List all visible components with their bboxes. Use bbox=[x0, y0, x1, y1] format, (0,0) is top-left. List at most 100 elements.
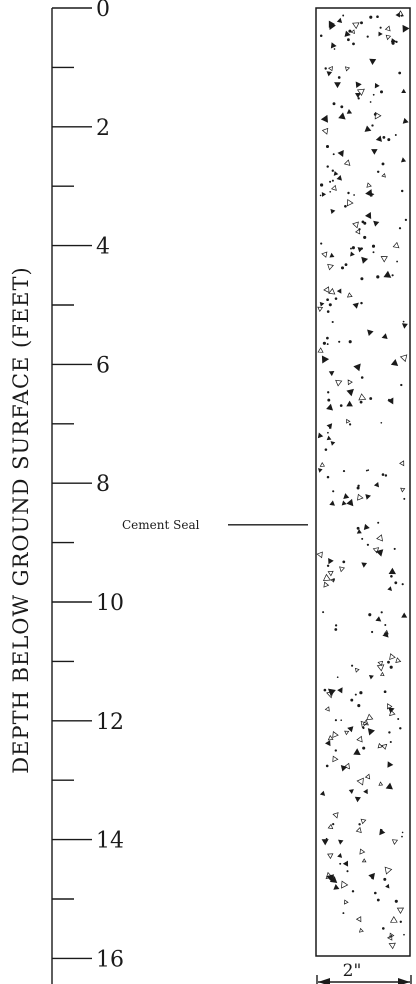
stipple-mark bbox=[369, 397, 373, 400]
stipple-mark bbox=[330, 208, 336, 214]
stipple-mark bbox=[357, 247, 364, 253]
stipple-mark bbox=[400, 189, 404, 193]
stipple-mark bbox=[376, 170, 380, 174]
width-dimension: 2" bbox=[316, 961, 412, 984]
stipple-mark bbox=[374, 82, 380, 89]
stipple-mark bbox=[328, 287, 336, 295]
stipple-mark bbox=[336, 17, 343, 23]
stipple-mark bbox=[402, 117, 409, 124]
stipple-mark bbox=[362, 746, 366, 750]
stipple-mark bbox=[334, 719, 337, 722]
stipple-mark bbox=[389, 709, 396, 717]
stipple-mark bbox=[352, 42, 355, 46]
stipple-mark bbox=[388, 731, 391, 734]
stipple-mark bbox=[361, 220, 365, 224]
stipple-mark bbox=[387, 761, 394, 768]
stipple-mark bbox=[388, 942, 396, 950]
stipple-mark bbox=[369, 58, 377, 66]
stipple-mark bbox=[331, 169, 334, 172]
stipple-mark bbox=[358, 823, 361, 826]
stipple-mark bbox=[374, 891, 377, 895]
width-dimension-arrow-left bbox=[318, 978, 330, 984]
stipple-mark bbox=[327, 823, 334, 830]
stipple-mark bbox=[325, 837, 328, 840]
stipple-mark bbox=[398, 227, 402, 230]
stipple-mark bbox=[359, 400, 363, 404]
stipple-mark bbox=[394, 134, 397, 136]
stipple-mark bbox=[382, 631, 389, 638]
stipple-mark bbox=[381, 333, 388, 339]
stipple-mark bbox=[359, 691, 363, 695]
stipple-mark bbox=[366, 543, 370, 546]
stipple-mark bbox=[365, 469, 368, 472]
stipple-mark bbox=[360, 301, 363, 305]
stipple-mark bbox=[348, 29, 352, 33]
stipple-mark bbox=[320, 114, 328, 123]
cement-seal-label: Cement Seal bbox=[122, 518, 200, 532]
stipple-mark bbox=[366, 182, 372, 188]
stipple-mark bbox=[347, 379, 353, 386]
stipple-mark bbox=[334, 624, 338, 627]
stipple-mark bbox=[400, 383, 403, 387]
stipple-mark bbox=[347, 191, 350, 195]
stipple-mark bbox=[389, 665, 393, 669]
stipple-mark bbox=[363, 235, 367, 239]
cement-seal-callout: Cement Seal bbox=[122, 518, 308, 532]
stipple-mark bbox=[394, 581, 398, 585]
stipple-mark bbox=[352, 302, 359, 309]
stipple-mark bbox=[358, 393, 367, 401]
stipple-mark bbox=[397, 718, 400, 720]
stipple-mark bbox=[321, 127, 329, 135]
stipple-mark bbox=[327, 391, 330, 394]
stipple-mark bbox=[328, 558, 334, 565]
stipple-mark bbox=[327, 398, 331, 402]
stipple-mark bbox=[390, 575, 393, 578]
stipple-mark bbox=[321, 839, 329, 846]
stipple-mark bbox=[346, 292, 353, 298]
stipple-mark bbox=[326, 310, 330, 313]
stipple-mark bbox=[362, 726, 365, 730]
stipple-mark bbox=[396, 907, 405, 914]
stipple-mark bbox=[377, 521, 380, 524]
stipple-mark bbox=[326, 475, 330, 479]
stipple-mark bbox=[321, 192, 327, 197]
stipple-mark bbox=[330, 441, 336, 446]
stipple-mark bbox=[401, 583, 404, 586]
stipple-mark bbox=[328, 371, 335, 377]
stipple-mark bbox=[384, 866, 393, 875]
stipple-mark bbox=[385, 883, 390, 889]
stipple-mark bbox=[326, 343, 329, 346]
stipple-mark bbox=[329, 190, 332, 193]
stipple-mark bbox=[399, 920, 402, 923]
stipple-mark bbox=[388, 567, 397, 575]
stipple-mark bbox=[368, 872, 375, 880]
stipple-mark bbox=[381, 743, 388, 750]
stipple-mark bbox=[368, 674, 374, 680]
stipple-mark bbox=[320, 242, 323, 245]
stipple-mark bbox=[379, 828, 386, 836]
stipple-mark bbox=[330, 42, 337, 49]
stipple-mark bbox=[366, 35, 369, 38]
stipple-mark bbox=[396, 260, 399, 263]
stipple-mark bbox=[319, 194, 322, 197]
stipple-mark bbox=[371, 630, 374, 634]
stipple-mark bbox=[339, 862, 342, 865]
stipple-mark bbox=[344, 30, 351, 37]
stipple-mark bbox=[369, 192, 375, 198]
stipple-mark bbox=[376, 534, 383, 542]
stipple-mark bbox=[348, 340, 352, 344]
stipple-mark bbox=[356, 486, 360, 490]
stipple-mark bbox=[321, 355, 330, 364]
stipple-mark bbox=[331, 320, 334, 324]
stipple-mark bbox=[334, 749, 337, 752]
stipple-mark bbox=[387, 586, 392, 592]
stipple-mark bbox=[384, 624, 387, 626]
stipple-mark bbox=[341, 500, 347, 506]
stipple-mark bbox=[333, 48, 336, 50]
stipple-mark bbox=[383, 877, 387, 881]
stipple-mark bbox=[337, 76, 341, 79]
stipple-mark bbox=[319, 790, 326, 796]
stipple-mark bbox=[395, 657, 402, 663]
stipple-mark bbox=[321, 251, 328, 258]
stipple-mark bbox=[342, 14, 345, 17]
